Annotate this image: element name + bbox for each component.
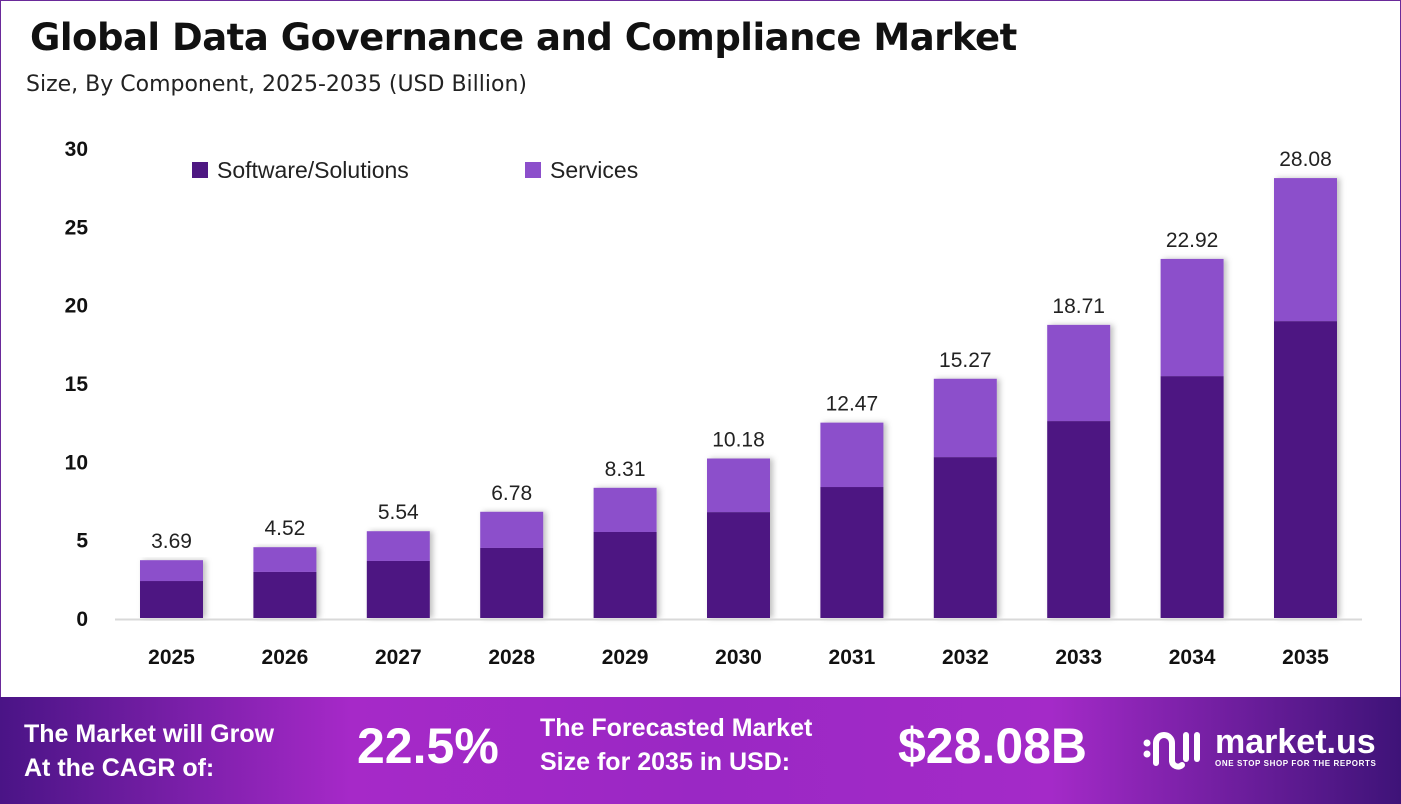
bar-stack-2027: [366, 531, 430, 618]
bar-stack-2025: [140, 560, 203, 618]
x-tick-label: 2031: [829, 646, 876, 669]
y-tick-label: 10: [65, 451, 88, 474]
bar-software-2035: [1274, 321, 1337, 618]
bar-software-2028: [480, 547, 544, 618]
x-tick-label: 2034: [1169, 646, 1216, 669]
x-tick-label: 2026: [262, 646, 309, 669]
x-tick-label: 2033: [1055, 646, 1102, 669]
bar-stack-2033: [1047, 324, 1111, 618]
logo-tagline: ONE STOP SHOP FOR THE REPORTS: [1215, 759, 1377, 768]
bar-services-2035: [1274, 178, 1337, 322]
forecast-label: The Forecasted Market Size for 2035 in U…: [540, 711, 812, 779]
bar-services-2034: [1160, 258, 1224, 377]
bar-software-2030: [707, 512, 770, 618]
y-tick-label: 25: [65, 216, 89, 239]
y-tick-label: 5: [76, 530, 88, 553]
total-data-label: 3.69: [151, 530, 192, 553]
y-tick-label: 20: [65, 295, 88, 318]
y-tick-label: 15: [65, 373, 89, 396]
bar-stack-2028: [480, 511, 544, 618]
cagr-label-line2: At the CAGR of:: [24, 754, 215, 782]
bar-software-2032: [933, 457, 997, 618]
footer-banner: The Market will Grow At the CAGR of: 22.…: [0, 697, 1401, 804]
total-data-label: 18.71: [1052, 295, 1105, 318]
cagr-label-line1: The Market will Grow: [24, 720, 275, 748]
total-data-label: 28.08: [1279, 148, 1332, 171]
x-tick-label: 2027: [375, 646, 422, 669]
total-data-label: 5.54: [378, 501, 419, 524]
legend-label-software: Software/Solutions: [217, 157, 409, 183]
cagr-value: 22.5%: [357, 718, 499, 774]
bar-stack-2032: [933, 378, 997, 618]
bar-software-2027: [366, 560, 430, 618]
bar-services-2030: [707, 458, 770, 513]
bar-software-2034: [1160, 376, 1224, 618]
bar-stack-2035: [1274, 178, 1337, 618]
x-tick-label: 2025: [148, 646, 195, 669]
x-tick-label: 2029: [602, 646, 649, 669]
bar-stack-2031: [820, 422, 884, 618]
bar-stack-2034: [1160, 258, 1224, 618]
cagr-label: The Market will Grow At the CAGR of:: [24, 717, 274, 785]
x-tick-label: 2035: [1282, 646, 1329, 669]
forecast-label-line1: The Forecasted Market: [540, 714, 813, 742]
chart-title: Global Data Governance and Compliance Ma…: [30, 16, 1017, 59]
bar-services-2032: [933, 378, 997, 458]
bar-software-2029: [593, 531, 657, 618]
total-data-label: 15.27: [939, 349, 992, 372]
market-us-logo-icon: [1143, 732, 1200, 770]
x-tick-label: 2028: [488, 646, 535, 669]
bar-software-2031: [820, 487, 884, 618]
bar-services-2028: [480, 511, 544, 548]
total-data-label: 10.18: [712, 429, 765, 452]
legend-swatch-services: [525, 162, 541, 178]
bar-services-2027: [366, 531, 430, 561]
total-data-label: 12.47: [826, 393, 879, 416]
bar-stack-2026: [253, 547, 317, 618]
y-tick-label: 30: [65, 138, 88, 161]
total-data-label: 4.52: [264, 517, 305, 540]
total-data-label: 6.78: [491, 482, 532, 505]
bar-services-2033: [1047, 324, 1111, 422]
bar-services-2025: [140, 560, 203, 582]
total-data-label: 8.31: [605, 458, 646, 481]
bar-services-2029: [593, 487, 657, 532]
logo-name: market.us: [1215, 723, 1376, 761]
bar-services-2031: [820, 422, 884, 488]
bar-services-2026: [253, 547, 317, 572]
x-tick-label: 2030: [715, 646, 762, 669]
legend: Software/Solutions Services: [192, 157, 638, 183]
forecast-value: $28.08B: [898, 718, 1088, 774]
bar-software-2026: [253, 571, 317, 618]
total-data-label: 22.92: [1166, 229, 1219, 252]
bar-stack-2030: [707, 458, 770, 618]
forecast-label-line2: Size for 2035 in USD:: [540, 748, 791, 776]
chart-subtitle: Size, By Component, 2025-2035 (USD Billi…: [26, 72, 527, 97]
legend-swatch-software: [192, 162, 208, 178]
y-tick-label: 0: [76, 608, 88, 631]
bar-software-2025: [140, 581, 203, 618]
x-tick-label: 2032: [942, 646, 989, 669]
bar-stack-2029: [593, 487, 657, 618]
legend-label-services: Services: [550, 157, 638, 183]
bar-software-2033: [1047, 421, 1111, 618]
